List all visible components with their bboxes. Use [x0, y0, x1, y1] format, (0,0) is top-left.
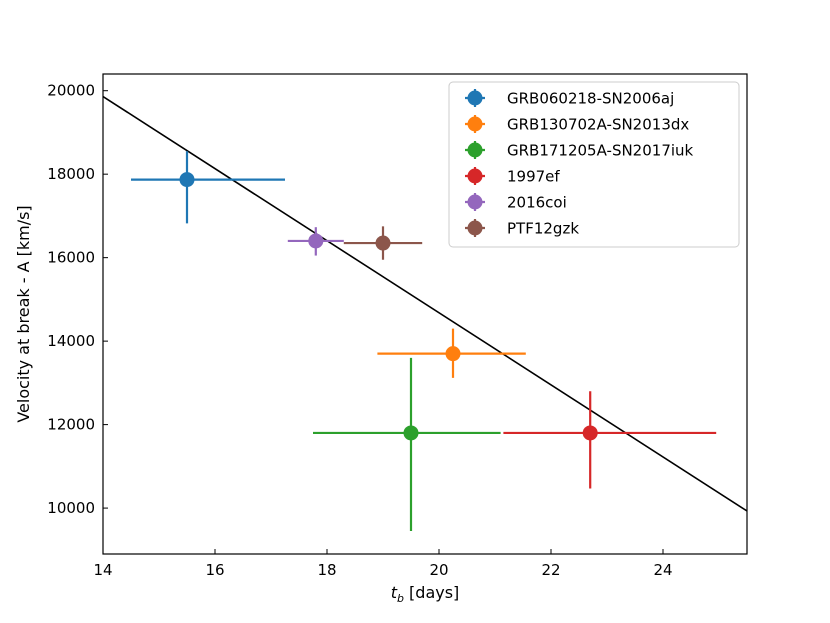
x-tick-label: 18	[317, 561, 336, 579]
series-5	[343, 226, 423, 260]
series-2	[313, 357, 501, 532]
data-point	[308, 233, 324, 249]
x-axis-label-sub: b	[397, 592, 404, 605]
y-tick-label: 14000	[47, 332, 95, 350]
x-axis-label: tb [days]	[391, 583, 460, 605]
data-point	[582, 425, 598, 441]
legend-item: 1997ef	[465, 167, 560, 186]
axis-ticks: 14 16 18 20 22 24 10000 12000 14000 16000 18000 200…	[47, 82, 672, 579]
legend-label: GRB171205A-SN2017iuk	[507, 142, 694, 160]
series-0	[131, 151, 285, 224]
legend-marker	[467, 90, 483, 106]
axes-frame	[102, 73, 748, 555]
legend-item: GRB060218-SN2006aj	[465, 89, 674, 108]
x-axis-label-rest: [days]	[404, 583, 459, 602]
legend-marker	[467, 142, 483, 158]
y-tick-label: 18000	[47, 165, 95, 183]
legend-marker	[467, 194, 483, 210]
fit-line	[103, 95, 747, 512]
y-tick-label: 20000	[47, 82, 95, 100]
legend-box	[448, 81, 740, 248]
x-tick-label: 16	[205, 561, 224, 579]
x-axis-label-main: t	[391, 583, 398, 602]
legend-label: 1997ef	[507, 168, 560, 186]
series-3	[503, 391, 717, 489]
legend-marker	[467, 116, 483, 132]
legend-item: GRB130702A-SN2013dx	[465, 115, 689, 134]
x-tick-label: 24	[653, 561, 672, 579]
x-tick-label: 14	[93, 561, 112, 579]
data-point	[179, 172, 195, 188]
y-tick-label: 16000	[47, 249, 95, 267]
series-1	[377, 328, 526, 378]
series-4	[287, 227, 344, 256]
legend-item: 2016coi	[465, 193, 567, 212]
data-point	[375, 235, 391, 251]
legend-label: PTF12gzk	[507, 220, 579, 238]
y-tick-label: 10000	[47, 499, 95, 517]
legend-label: GRB130702A-SN2013dx	[507, 116, 689, 134]
x-tick-label: 20	[429, 561, 448, 579]
data-point	[445, 346, 461, 362]
x-tick-label: 22	[541, 561, 560, 579]
legend-marker	[467, 168, 483, 184]
legend-marker	[467, 220, 483, 236]
legend-item: GRB171205A-SN2017iuk	[465, 141, 694, 160]
y-tick-label: 12000	[47, 416, 95, 434]
plot-area	[103, 95, 747, 532]
legend-label: 2016coi	[507, 194, 567, 212]
legend: GRB060218-SN2006aj GRB130702A-SN2013dx GRB…	[448, 81, 740, 248]
legend-item: PTF12gzk	[465, 219, 579, 238]
legend-label: GRB060218-SN2006aj	[507, 90, 674, 108]
y-axis-label: Velocity at break - A [km/s]	[14, 205, 33, 422]
data-point	[403, 425, 419, 441]
